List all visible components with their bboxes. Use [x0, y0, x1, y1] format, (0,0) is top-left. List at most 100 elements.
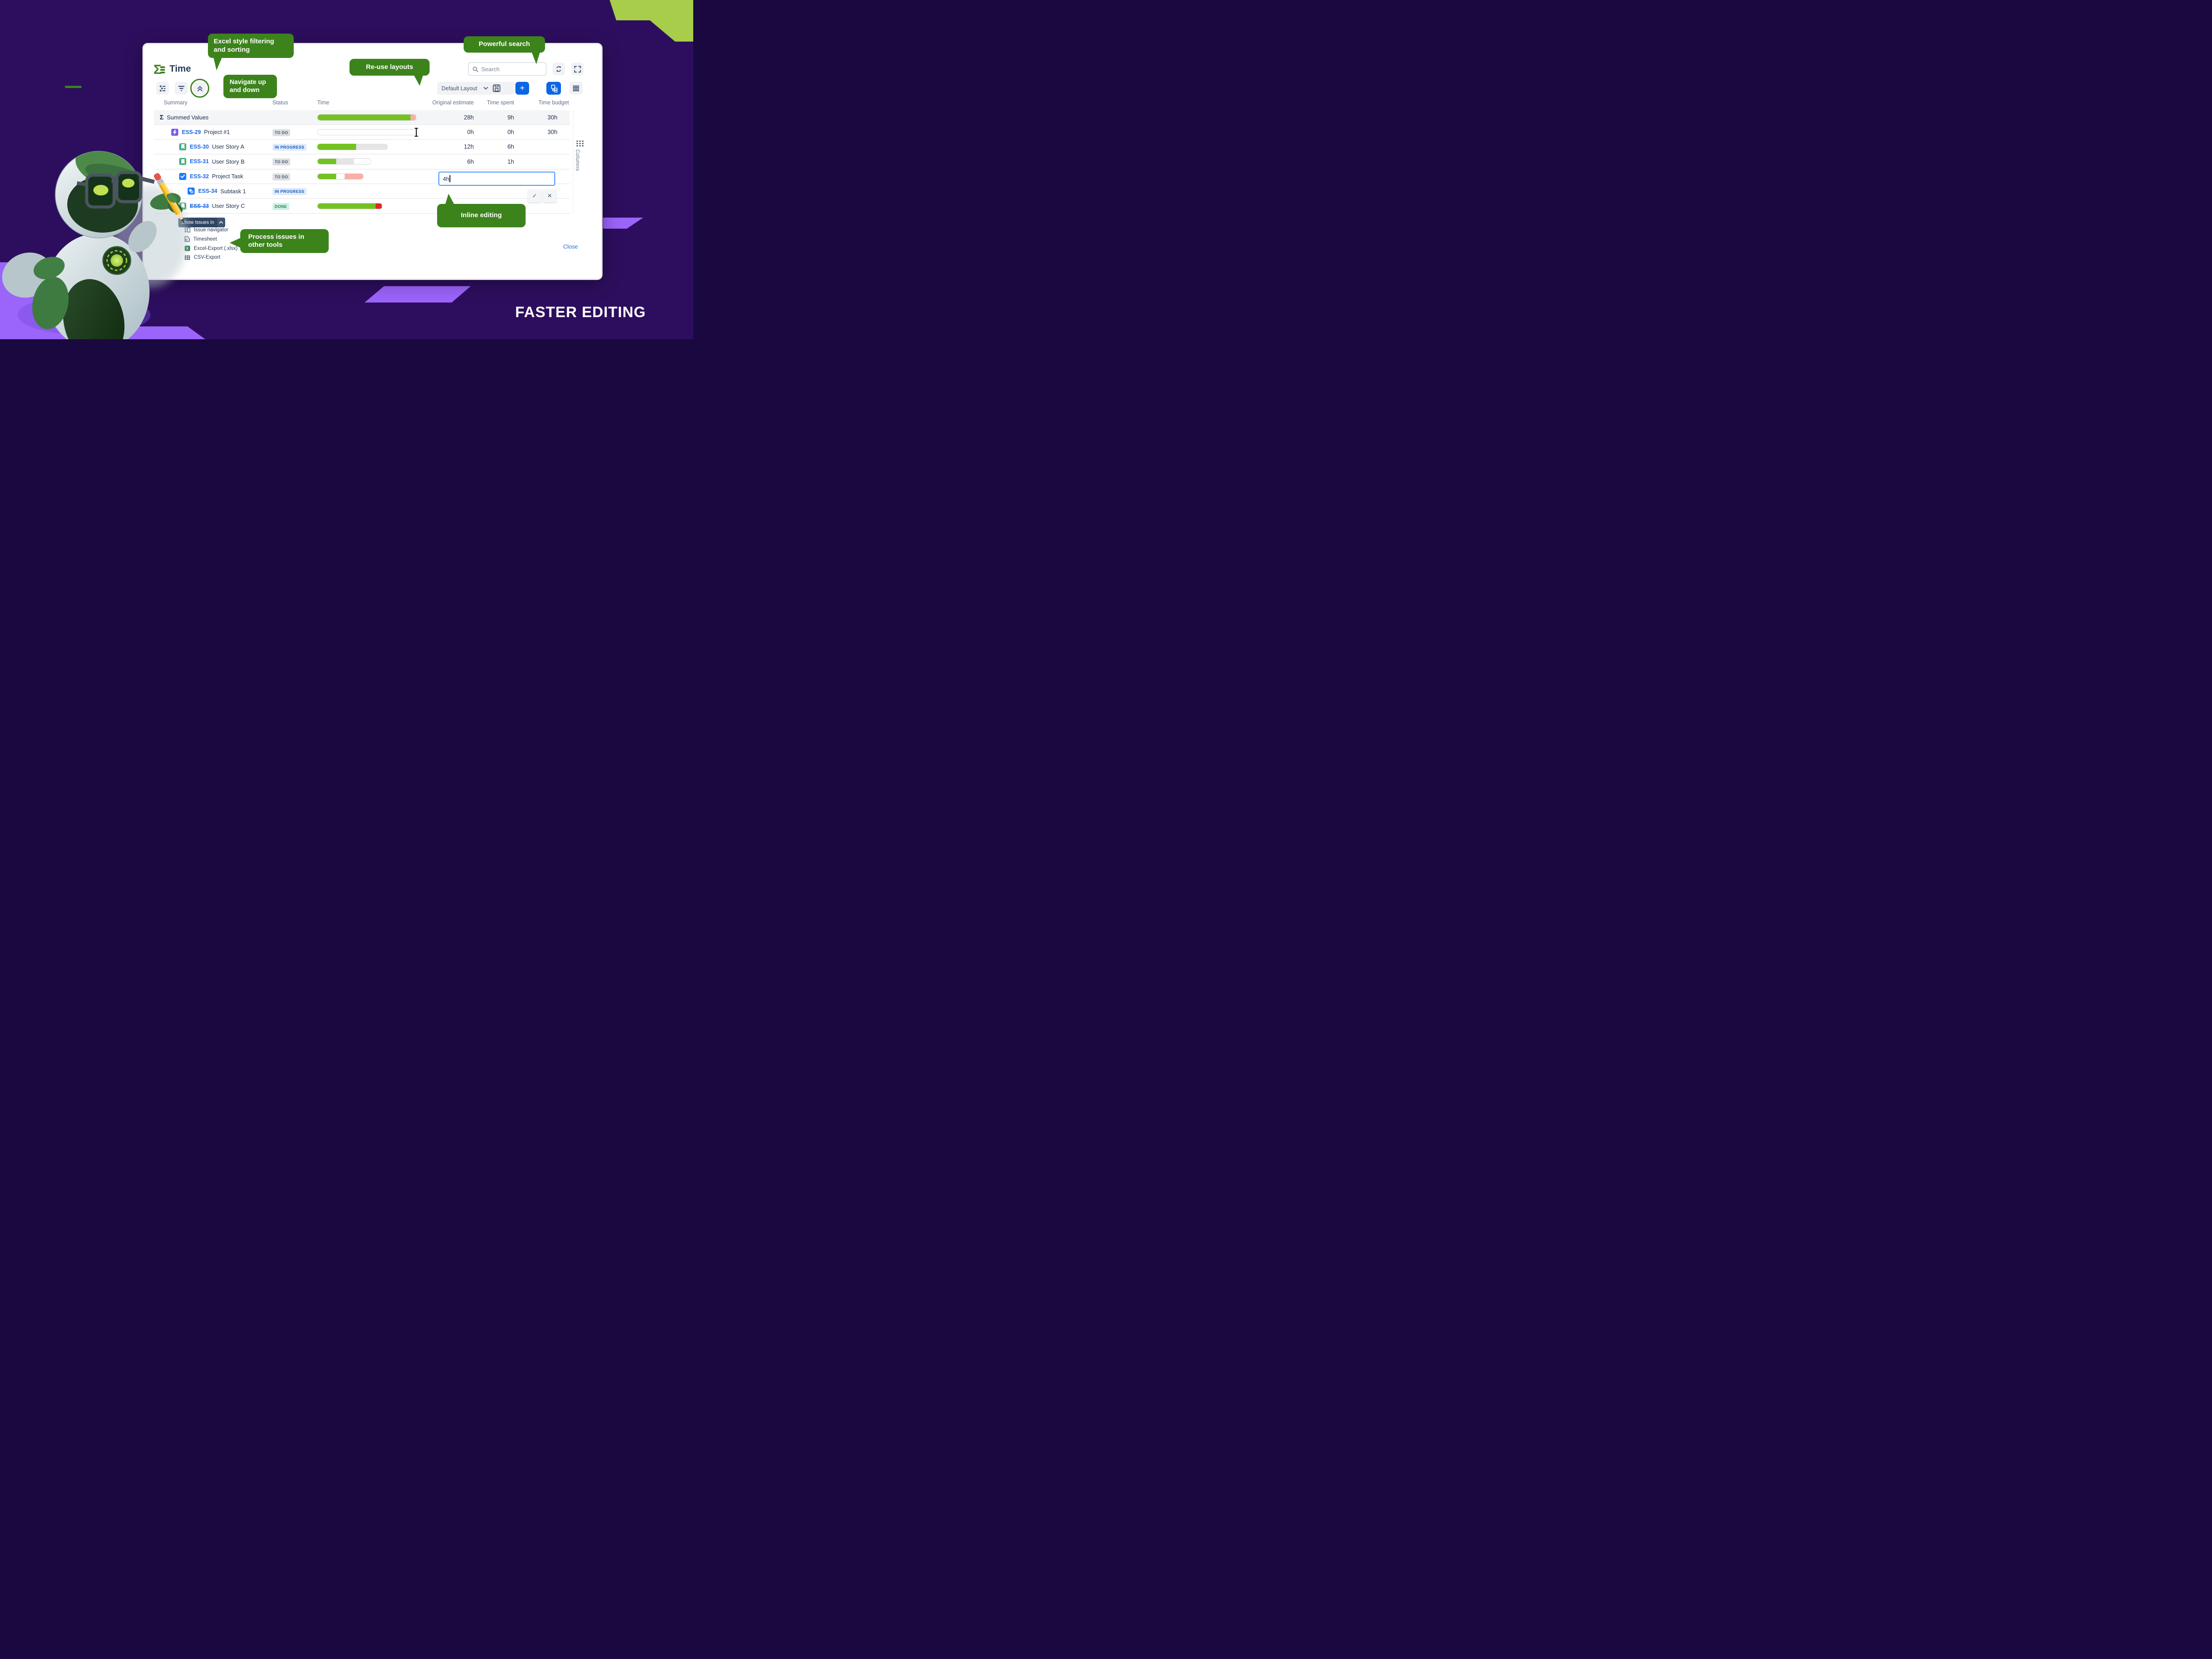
status-badge: TO DO [273, 129, 291, 136]
group-levels-button[interactable] [156, 82, 169, 95]
issue-summary[interactable]: Project Task [212, 173, 243, 180]
issue-summary[interactable]: User Story B [212, 158, 245, 165]
callout-layouts: Re-use layouts [349, 59, 430, 76]
app-window: Σ Time [142, 43, 603, 280]
text-caret [449, 175, 450, 182]
time-spent-value[interactable]: 0h [507, 129, 514, 136]
issue-key-link[interactable]: ESS-30 [190, 143, 209, 150]
time-bar-editing[interactable] [317, 127, 418, 137]
header-status[interactable]: Status [273, 100, 288, 106]
callout-filtering: Excel style filtering and sorting [208, 34, 294, 58]
save-layout-icon[interactable] [492, 84, 501, 92]
page-title: Time [169, 64, 191, 74]
issue-key-link[interactable]: ESS-34 [198, 188, 218, 195]
search-icon [472, 66, 479, 72]
issue-summary[interactable]: User Story A [212, 143, 245, 150]
sync-icon [556, 66, 561, 72]
list-icon [573, 85, 579, 91]
table-header: Summary Status Time Original estimate Ti… [154, 100, 570, 110]
time-spent-value[interactable]: 6h [507, 143, 514, 150]
original-estimate-value[interactable]: 6h [467, 158, 474, 165]
issue-summary[interactable]: Subtask 1 [220, 188, 246, 195]
status-badge: IN PROGRESS [273, 188, 307, 195]
menu-item-csv-export[interactable]: CSV-Export [184, 255, 220, 260]
time-bar[interactable] [317, 203, 383, 209]
levels-icon [159, 85, 165, 92]
table-row-ess-30[interactable]: ESS-30 User Story A IN PROGRESS 12h 6h [154, 140, 570, 155]
table-row-ess-33[interactable]: ESS-33 User Story C DONE [154, 199, 570, 214]
inline-edit-input[interactable]: 4h [438, 172, 555, 186]
layout-select-value: Default Layout [442, 85, 477, 92]
table-row-ess-32[interactable]: ESS-32 Project Task TO DO [154, 169, 570, 184]
time-app-logo-icon: Σ [154, 63, 168, 77]
fullscreen-button[interactable] [571, 63, 584, 75]
summed-time-budget: 30h [547, 114, 557, 121]
issue-table: Σ Summed Values 28h 9h 30h ESS-29 Projec… [154, 110, 570, 214]
time-bar[interactable] [317, 143, 388, 150]
header-time-spent[interactable]: Time spent [487, 100, 514, 106]
filter-icon [178, 85, 184, 91]
svg-text:X: X [186, 247, 189, 251]
issue-summary[interactable]: User Story C [212, 203, 245, 210]
table-row-ess-29[interactable]: ESS-29 Project #1 TO DO 0h 0h 30h [154, 125, 570, 140]
marketing-banner: FASTER EDITING Σ Time [0, 0, 693, 339]
search-field[interactable] [468, 62, 546, 76]
callout-process: Process issues in other tools [240, 229, 329, 253]
fullscreen-icon [574, 65, 581, 73]
lime-corner-shape [610, 0, 693, 42]
issue-key-link[interactable]: ESS-33 [190, 203, 209, 209]
add-layout-button[interactable]: + [515, 82, 529, 95]
close-link[interactable]: Close [563, 243, 578, 250]
issue-key-link[interactable]: ESS-29 [182, 129, 201, 135]
header-time-budget[interactable]: Time budget [538, 100, 569, 106]
purple-parallelogram [365, 286, 471, 303]
callout-highlight-ring [190, 79, 209, 98]
header-time[interactable]: Time [317, 100, 330, 106]
purple-right-shape [603, 218, 643, 229]
time-bar[interactable] [317, 173, 364, 180]
drag-handle-icon[interactable] [576, 141, 584, 147]
menu-item-label: Excel-Export (.xlsx) [194, 245, 238, 251]
chevron-up-icon [217, 218, 225, 227]
status-badge: TO DO [273, 158, 291, 166]
callout-navigate-connector [65, 86, 81, 88]
filter-button[interactable] [175, 82, 188, 95]
header-original-estimate[interactable]: Original estimate [432, 100, 474, 106]
columns-rail-label[interactable]: Columns [575, 149, 580, 171]
issue-key-link[interactable]: ESS-31 [190, 158, 209, 165]
summed-original-estimate: 28h [464, 114, 474, 121]
cancel-button[interactable]: ✕ [543, 189, 557, 203]
refresh-button[interactable] [553, 63, 565, 75]
time-bar[interactable] [317, 158, 371, 165]
header-summary[interactable]: Summary [164, 100, 188, 106]
summed-time-bar [317, 114, 417, 121]
faster-editing-headline: FASTER EDITING [515, 304, 646, 321]
table-row-ess-31[interactable]: ESS-31 User Story B TO DO 6h 1h [154, 154, 570, 169]
original-estimate-value[interactable]: 12h [464, 143, 474, 150]
issue-key-link[interactable]: ESS-32 [190, 173, 209, 180]
list-view-button[interactable] [569, 82, 583, 95]
status-badge: DONE [273, 203, 289, 210]
summed-time-spent: 9h [507, 114, 514, 121]
summed-values-row: Σ Summed Values 28h 9h 30h [154, 110, 570, 125]
layout-select[interactable]: Default Layout [437, 82, 515, 95]
check-icon: ✓ [532, 192, 537, 199]
time-spent-value[interactable]: 1h [507, 158, 514, 165]
close-icon: ✕ [547, 192, 552, 199]
tree-view-button[interactable] [546, 82, 561, 95]
callout-inline: Inline editing [437, 204, 526, 227]
story-icon [179, 158, 186, 165]
story-icon [179, 143, 186, 150]
table-row-ess-34[interactable]: ESS-34 Subtask 1 IN PROGRESS [154, 184, 570, 199]
issue-summary[interactable]: Project #1 [204, 129, 230, 136]
confirm-button[interactable]: ✓ [528, 189, 541, 203]
sigma-icon: Σ [160, 113, 164, 121]
task-icon [179, 172, 186, 180]
show-issues-in-label: Show Issues in [181, 220, 214, 225]
callout-navigate: Navigate up and down [223, 75, 277, 98]
show-issues-in-button[interactable]: Show Issues in [178, 218, 225, 227]
time-budget-value[interactable]: 30h [547, 129, 557, 136]
original-estimate-value[interactable]: 0h [467, 129, 474, 136]
menu-item-label: CSV-Export [194, 255, 221, 260]
search-input[interactable] [481, 65, 534, 73]
